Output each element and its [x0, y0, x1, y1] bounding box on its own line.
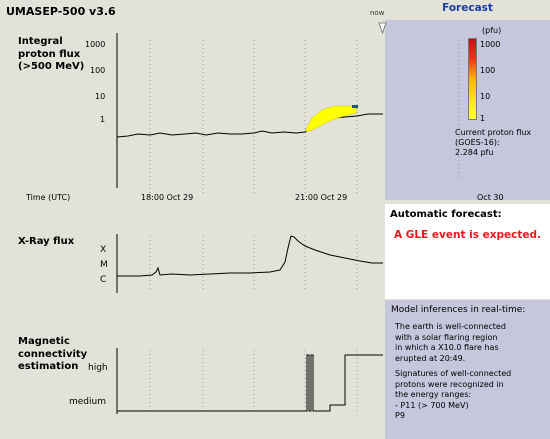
xray-flux-line	[117, 235, 383, 277]
colorbar-tick: 10	[480, 92, 491, 101]
colorbar-tick: 1000	[480, 40, 501, 49]
inference-line: - P11 (> 700 MeV)	[395, 400, 469, 410]
proton-y-tick: 1000	[85, 40, 106, 49]
x-tick-1800: 18:00 Oct 29	[141, 193, 194, 202]
forecast-band	[304, 105, 357, 132]
unit-label: (pfu)	[482, 26, 502, 35]
inference-line: P9	[395, 411, 405, 420]
inferences-title: Model inferences in real-time:	[391, 305, 526, 315]
inference-line: Signatures of well-connected	[395, 369, 512, 378]
gle-alert-message: A GLE event is expected.	[393, 229, 542, 241]
connectivity-line	[117, 354, 383, 412]
time-axis-label: Time (UTC)	[26, 193, 71, 202]
proton-title-line: (>500 MeV)	[18, 61, 85, 72]
x-tick-2100: 21:00 Oct 29	[295, 193, 348, 202]
xray-y-tick: X	[100, 245, 107, 255]
now-marker	[378, 22, 387, 35]
current-flux-readout: Current proton flux (GOES-16): 2.284 pfu	[455, 128, 531, 158]
proton-y-tick: 1	[100, 115, 106, 124]
forecast-marker	[352, 105, 358, 108]
xray-y-tick: M	[100, 260, 108, 270]
automatic-forecast-title: Automatic forecast:	[390, 209, 502, 220]
proton-y-tick: 10	[95, 92, 106, 101]
inference-paragraph-2: Signatures of well-connected protons wer…	[395, 369, 545, 422]
inferences-panel	[385, 300, 550, 439]
automatic-forecast-panel	[385, 204, 550, 299]
current-flux-line: (GOES-16):	[455, 138, 500, 147]
magnetic-title-line: estimation	[18, 361, 79, 372]
current-flux-line: 2.284 pfu	[455, 148, 494, 157]
inference-paragraph-1: The earth is well-connected with a solar…	[395, 322, 545, 364]
colorbar-tick: 100	[480, 66, 496, 75]
xray-panel-title: X-Ray flux	[18, 236, 75, 247]
proton-panel-title: Integral proton flux (>500 MeV)	[18, 36, 84, 74]
magnetic-title-line: connectivity	[18, 348, 88, 360]
proton-title-line: proton flux	[18, 48, 81, 60]
proton-flux-line	[116, 113, 383, 138]
inference-line: protons were recognized in	[395, 379, 504, 389]
forecast-date: Oct 30	[477, 193, 504, 202]
forecast-header: Forecast	[442, 2, 493, 14]
inference-line: the energy ranges:	[395, 390, 472, 399]
colorbar-tick: 1	[480, 114, 486, 123]
inference-line: in which a X10.0 flare has	[395, 343, 499, 352]
proton-title-line: Integral	[18, 36, 63, 47]
inference-line: erupted at 20:49.	[395, 353, 466, 363]
forecast-panel	[385, 20, 550, 200]
now-label: now	[370, 9, 385, 17]
magnetic-y-tick: medium	[69, 397, 106, 407]
grid-lines	[149, 40, 460, 414]
magnetic-panel-title: Magnetic connectivity estimation	[18, 336, 87, 374]
magnetic-title-line: Magnetic	[18, 336, 70, 347]
flux-colorbar	[468, 38, 477, 120]
xray-y-tick: C	[100, 275, 107, 285]
magnetic-y-tick: high	[88, 363, 108, 373]
inference-line: The earth is well-connected	[395, 322, 506, 331]
current-flux-line: Current proton flux	[455, 128, 532, 137]
inference-line: with a solar flaring region	[395, 332, 498, 342]
proton-y-tick: 100	[90, 66, 106, 75]
app-title: UMASEP-500 v3.6	[6, 5, 116, 18]
